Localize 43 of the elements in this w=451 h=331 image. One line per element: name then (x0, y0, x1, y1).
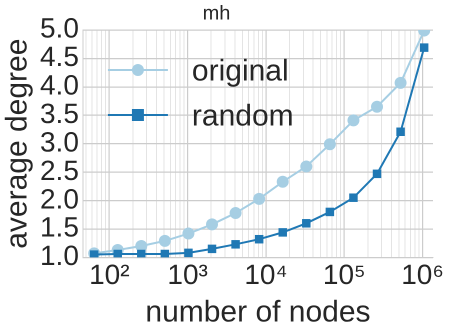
point (300, 160, 312, 172)
point (396, 128, 405, 136)
point (347, 114, 360, 126)
x-tick-label: 10⁵ (322, 258, 366, 290)
point (184, 248, 193, 258)
point (158, 234, 171, 247)
y-tick-label: 5.0 (40, 12, 79, 44)
x-tick-label: 10⁶ (401, 258, 444, 290)
y-tick-label: 4.5 (40, 41, 79, 72)
y-tick-label: 3.0 (40, 126, 79, 158)
point (160, 250, 170, 258)
point (394, 76, 407, 89)
legend-label: original (192, 54, 289, 88)
point (230, 207, 242, 220)
point (137, 250, 146, 258)
point (349, 193, 358, 202)
y-tick-label: 1.0 (40, 240, 79, 272)
point (253, 192, 266, 205)
point (371, 100, 384, 113)
y-tick-label: 1.5 (40, 212, 79, 243)
x-tick-label: 10³ (167, 258, 208, 290)
point (276, 176, 289, 188)
point (208, 244, 216, 254)
point (324, 138, 336, 150)
point (182, 228, 194, 240)
y-tick-label: 2.0 (40, 183, 79, 214)
point (278, 228, 287, 237)
point (326, 208, 334, 216)
y-tick-label: 2.5 (40, 154, 79, 186)
point (90, 250, 98, 258)
point (231, 240, 240, 249)
point (302, 219, 311, 228)
point (372, 170, 382, 178)
x-axis-title: number of nodes (145, 295, 371, 328)
x-tick-label: 10⁴ (244, 258, 288, 290)
legend-label: random (192, 99, 294, 132)
x-tick-label: 10² (89, 258, 130, 290)
chart-title: mh (202, 2, 230, 25)
point (206, 218, 218, 230)
point (420, 43, 428, 52)
point (113, 250, 122, 258)
point (254, 234, 264, 244)
y-axis-title: average degree (0, 38, 34, 249)
